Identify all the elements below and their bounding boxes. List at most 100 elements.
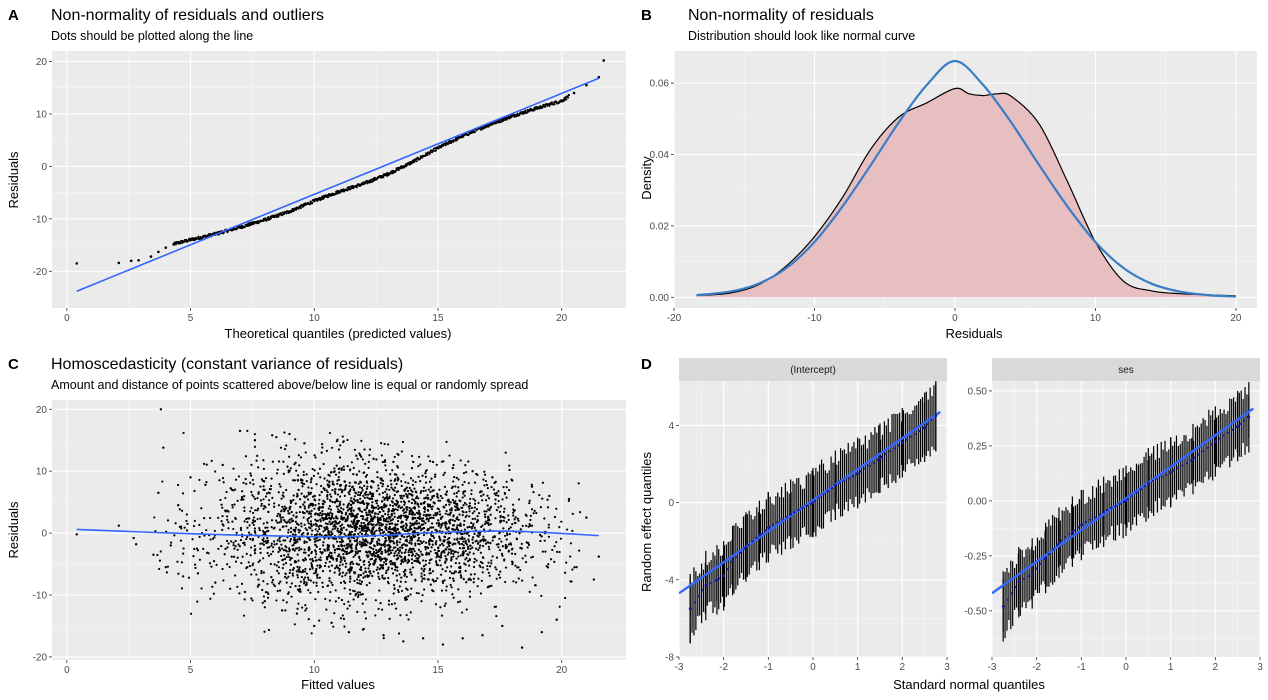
fitted-residual-point xyxy=(377,487,380,490)
x-tick-label: -3 xyxy=(675,662,684,673)
fitted-residual-point xyxy=(551,548,554,552)
fitted-residual-point xyxy=(507,549,511,552)
residual-point xyxy=(189,238,192,242)
fitted-residual-point xyxy=(471,546,474,549)
fitted-residual-point xyxy=(539,539,542,543)
fitted-residual-point xyxy=(461,547,464,550)
fitted-residual-point xyxy=(358,540,361,543)
fitted-residual-point xyxy=(468,564,471,567)
fitted-residual-point xyxy=(440,614,444,617)
fitted-residual-point xyxy=(364,570,367,573)
fitted-residual-point xyxy=(300,522,303,525)
residual-point xyxy=(447,143,450,146)
fitted-residual-point xyxy=(381,574,384,577)
fitted-residual-point xyxy=(352,562,355,566)
fitted-residual-point xyxy=(321,442,324,446)
fitted-residual-point xyxy=(303,570,307,573)
fitted-residual-point xyxy=(346,465,349,468)
fitted-residual-point xyxy=(252,483,255,486)
fitted-residual-point xyxy=(360,455,363,458)
fitted-residual-point xyxy=(281,566,284,570)
fitted-residual-point xyxy=(479,551,482,554)
fitted-residual-point xyxy=(319,565,323,568)
fitted-residual-point xyxy=(563,596,567,600)
fitted-residual-point xyxy=(412,535,416,538)
fitted-residual-point xyxy=(391,522,394,525)
fitted-residual-point xyxy=(295,469,298,472)
fitted-residual-point xyxy=(282,539,285,542)
fitted-residual-point xyxy=(364,575,367,578)
fitted-residual-point xyxy=(252,516,256,519)
fitted-residual-point xyxy=(366,575,369,579)
fitted-residual-point xyxy=(468,590,472,593)
fitted-residual-point xyxy=(279,580,282,583)
fitted-residual-point xyxy=(343,602,346,606)
fitted-residual-point xyxy=(272,546,275,549)
fitted-residual-point xyxy=(447,551,450,554)
fitted-residual-point xyxy=(377,575,380,578)
fitted-residual-point xyxy=(246,526,249,529)
fitted-residual-point xyxy=(224,510,227,513)
fitted-residual-point xyxy=(360,510,364,513)
fitted-residual-point xyxy=(320,534,323,537)
fitted-residual-point xyxy=(444,503,447,507)
fitted-residual-point xyxy=(321,544,325,547)
fitted-residual-point xyxy=(318,619,321,622)
fitted-residual-point xyxy=(378,510,382,514)
fitted-residual-point xyxy=(558,605,561,608)
fitted-residual-point xyxy=(303,507,307,510)
fitted-residual-point xyxy=(393,455,396,459)
fitted-residual-point xyxy=(475,559,478,562)
x-tick-label: 0 xyxy=(1123,662,1129,673)
fitted-residual-point xyxy=(378,543,382,546)
fitted-residual-point xyxy=(410,528,413,531)
fitted-residual-point xyxy=(489,523,492,526)
fitted-residual-point xyxy=(529,518,532,522)
fitted-residual-point xyxy=(366,517,369,520)
fitted-residual-point xyxy=(285,506,288,510)
fitted-residual-point xyxy=(283,557,287,561)
fitted-residual-point xyxy=(455,476,458,480)
fitted-residual-point xyxy=(213,536,216,539)
fitted-residual-point xyxy=(282,460,285,463)
fitted-residual-point xyxy=(242,498,245,501)
fitted-residual-point xyxy=(164,565,168,569)
fitted-residual-point xyxy=(277,566,280,569)
fitted-residual-point xyxy=(403,529,406,532)
fitted-residual-point xyxy=(503,507,506,510)
fitted-residual-point xyxy=(251,493,254,497)
fitted-residual-point xyxy=(284,562,288,565)
fitted-residual-point xyxy=(205,463,208,466)
fitted-residual-point xyxy=(432,526,435,529)
fitted-residual-point xyxy=(471,541,474,544)
random-effect-point xyxy=(772,523,775,526)
fitted-residual-point xyxy=(401,520,404,524)
fitted-residual-point xyxy=(317,590,320,594)
fitted-residual-point xyxy=(356,610,359,613)
random-effect-point xyxy=(1102,510,1106,514)
fitted-residual-point xyxy=(400,576,403,579)
fitted-residual-point xyxy=(198,523,201,527)
fitted-residual-point xyxy=(376,516,379,519)
fitted-residual-point xyxy=(558,526,561,529)
fitted-residual-point xyxy=(459,500,462,503)
x-tick-label: -20 xyxy=(667,313,682,324)
fitted-residual-point xyxy=(425,496,428,499)
fitted-residual-point xyxy=(346,438,349,442)
x-tick-label: 1 xyxy=(1168,662,1174,673)
random-effect-point xyxy=(1189,459,1192,462)
fitted-residual-point xyxy=(463,480,466,484)
fitted-residual-point xyxy=(196,572,200,575)
fitted-residual-point xyxy=(457,508,461,511)
fitted-residual-point xyxy=(486,564,489,568)
fitted-residual-point xyxy=(478,533,481,536)
fitted-residual-point xyxy=(283,447,287,451)
y-tick-label: 0.50 xyxy=(968,386,988,397)
fitted-residual-point xyxy=(313,469,316,472)
fitted-residual-point xyxy=(296,573,299,577)
fitted-residual-point xyxy=(432,516,435,519)
fitted-residual-point xyxy=(264,476,268,480)
fitted-residual-point xyxy=(350,525,354,529)
fitted-residual-point xyxy=(445,509,448,513)
fitted-residual-point xyxy=(355,543,358,547)
